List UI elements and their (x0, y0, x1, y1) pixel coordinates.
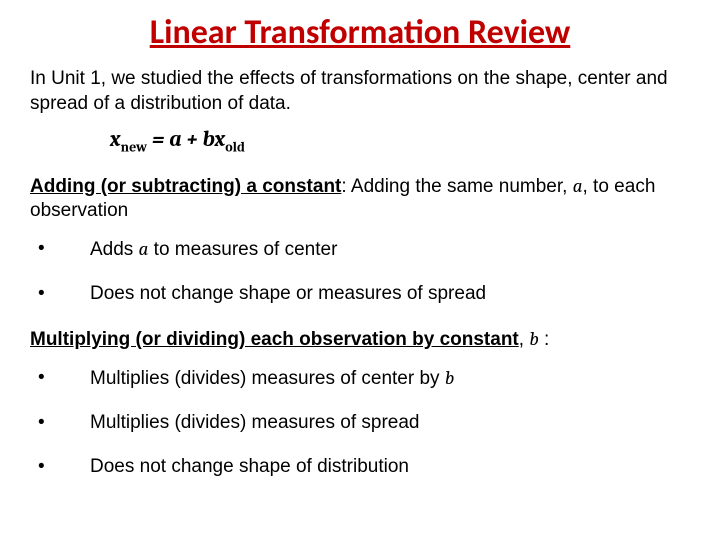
bullet-icon: • (30, 412, 90, 434)
list-item: • Multiplies (divides) measures of sprea… (30, 412, 690, 434)
bullet-text: Multiplies (divides) measures of spread (90, 412, 690, 434)
formula-rhs-var: x (215, 126, 226, 152)
list-item: • Adds a to measures of center (30, 238, 690, 261)
section1-lead: Adding (or subtracting) a constant (30, 176, 341, 197)
bullet-text: Multiplies (divides) measures of center … (90, 367, 690, 390)
bullet-icon: • (30, 456, 90, 478)
bullet-text: Does not change shape or measures of spr… (90, 283, 690, 305)
section2-lead: Multiplying (or dividing) each observati… (30, 329, 519, 350)
section2-after: , (519, 329, 530, 350)
section2-var: b (529, 328, 538, 350)
bullet-text: Does not change shape of distribution (90, 456, 690, 478)
bullet-icon: • (30, 367, 90, 389)
section2-after2: : (539, 329, 550, 350)
formula-rhs-sub: old (225, 139, 245, 156)
list-item: • Does not change shape or measures of s… (30, 283, 690, 305)
section2-heading: Multiplying (or dividing) each observati… (30, 327, 690, 353)
page-title: Linear Transformation Review (30, 12, 690, 53)
section1-heading: Adding (or subtracting) a constant: Addi… (30, 174, 690, 224)
formula-a: a (169, 126, 181, 152)
formula-lhs-sub: new (121, 139, 147, 156)
formula: xnew = a + bxold (110, 126, 690, 155)
list-item: • Does not change shape of distribution (30, 456, 690, 478)
bullet-text: Adds a to measures of center (90, 238, 690, 261)
bullet-pre: Multiplies (divides) measures of center … (90, 368, 445, 389)
formula-lhs-var: x (110, 126, 121, 152)
bullet-post: to measures of center (148, 239, 337, 260)
bullet-var: b (445, 367, 454, 389)
bullet-pre: Adds (90, 239, 139, 260)
bullet-icon: • (30, 283, 90, 305)
intro-paragraph: In Unit 1, we studied the effects of tra… (30, 67, 690, 116)
formula-eq: = (147, 126, 169, 152)
formula-b: b (203, 126, 215, 152)
bullet-var: a (139, 238, 149, 260)
bullet-icon: • (30, 238, 90, 260)
formula-plus: + (182, 126, 203, 152)
section1-var: a (573, 175, 583, 197)
list-item: • Multiplies (divides) measures of cente… (30, 367, 690, 390)
section1-after: : Adding the same number, (341, 176, 572, 197)
